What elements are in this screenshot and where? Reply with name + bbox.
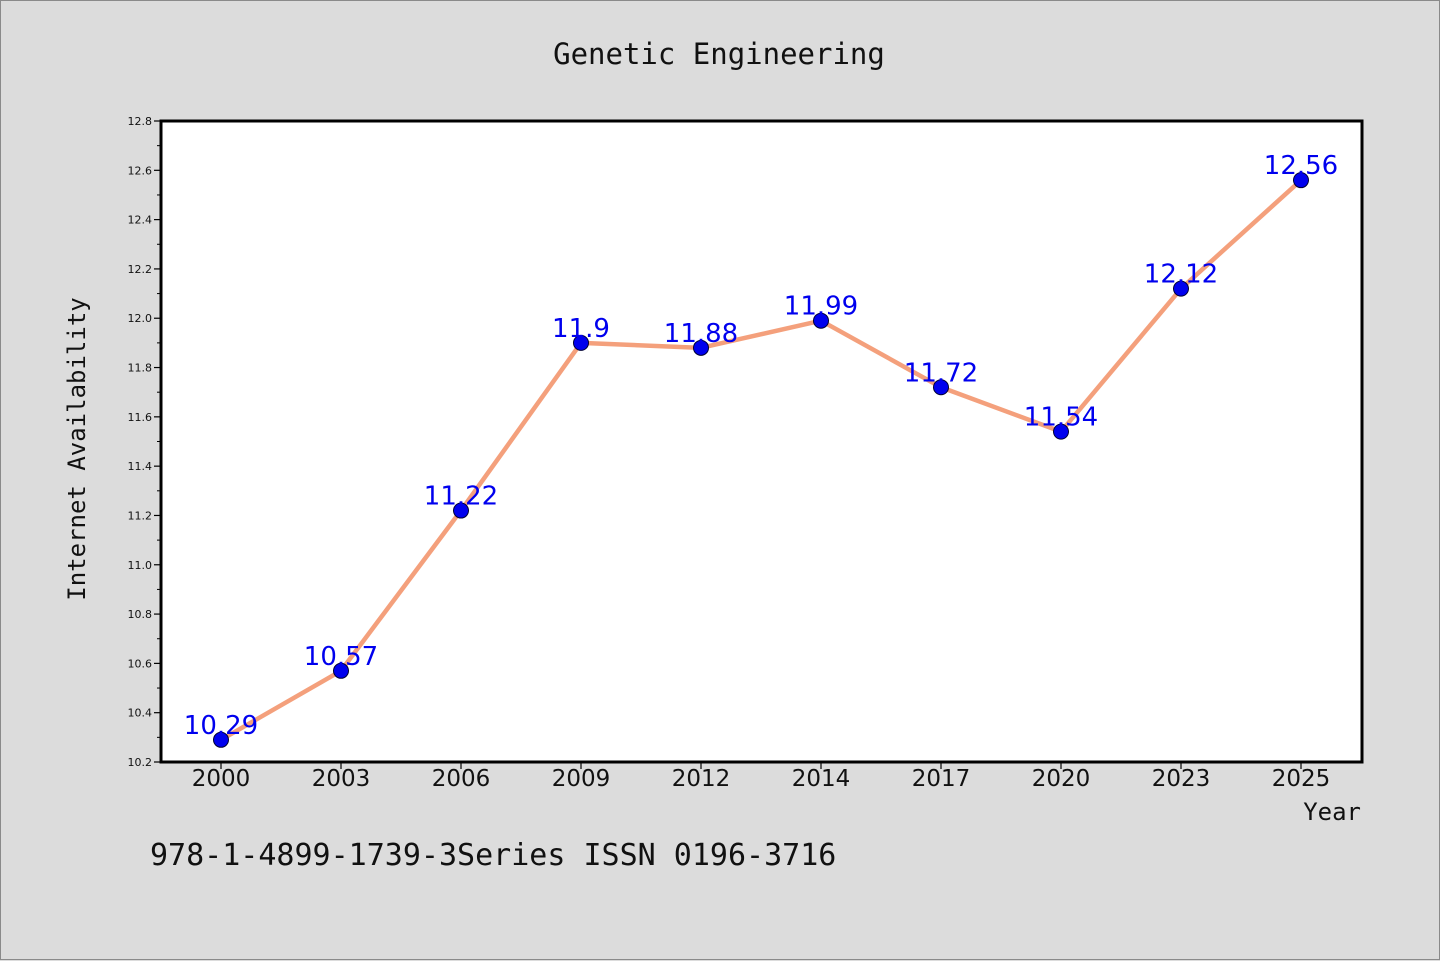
- x-tick-label: 2023: [1152, 766, 1211, 792]
- chart-title: Genetic Engineering: [553, 37, 885, 71]
- y-axis-label: Internet Availability: [63, 297, 91, 600]
- data-label: 11.99: [784, 292, 858, 322]
- data-point: [693, 339, 709, 356]
- data-point: [213, 731, 229, 748]
- x-tick-label: 2014: [792, 766, 851, 792]
- x-tick-label: 2012: [672, 766, 731, 792]
- data-label: 11.22: [424, 482, 498, 512]
- data-point: [1053, 423, 1069, 440]
- data-point: [813, 312, 829, 329]
- data-point: [1173, 280, 1189, 297]
- y-tick-label: 10.2: [128, 756, 153, 769]
- y-tick-label: 12.2: [128, 263, 153, 276]
- y-tick-label: 12.8: [128, 115, 153, 128]
- data-label: 11.88: [664, 319, 738, 349]
- x-tick-label: 2006: [432, 766, 491, 792]
- x-axis: 2000 2003 2006 2009 2012 2014 2017 2020 2023 2025: [192, 762, 1331, 792]
- data-point: [1293, 172, 1309, 189]
- y-tick-label: 11.4: [128, 460, 153, 473]
- series-line: [218, 177, 1304, 743]
- y-tick-label: 11.0: [128, 559, 153, 572]
- y-tick-label: 12.6: [128, 164, 153, 177]
- plot-area: [159, 119, 1364, 764]
- data-label: 12.12: [1144, 260, 1218, 290]
- x-tick-label: 2020: [1032, 766, 1091, 792]
- data-point: [573, 334, 589, 351]
- data-point: [333, 662, 349, 679]
- y-tick-label: 11.6: [128, 411, 153, 424]
- x-tick-label: 2000: [192, 766, 251, 792]
- y-tick-label: 12.4: [128, 214, 153, 227]
- x-tick-label: 2017: [912, 766, 971, 792]
- y-tick-label: 10.6: [128, 657, 153, 670]
- y-tick-label: 11.2: [128, 509, 153, 522]
- y-tick-label: 12.0: [128, 312, 153, 325]
- data-label: 11.72: [904, 358, 978, 388]
- data-label: 10.29: [184, 711, 258, 741]
- y-tick-label: 10.4: [128, 707, 153, 720]
- data-label: 10.57: [304, 642, 378, 672]
- data-point: [933, 379, 949, 396]
- x-tick-label: 2009: [552, 766, 611, 792]
- y-axis: 10.2 10.4 10.6 10.8 11.0 11.2 11.4 11.6 11.8 12.0…: [128, 115, 161, 769]
- y-tick-label: 10.8: [128, 608, 153, 621]
- data-point: [453, 502, 469, 519]
- data-label: 11.9: [552, 314, 610, 344]
- series: 10.29 10.57 11.22 11.9 11.88 11.99 11.72 11.54 1…: [184, 151, 1338, 748]
- data-label: 11.54: [1024, 403, 1098, 433]
- x-axis-label: Year: [1303, 798, 1361, 826]
- x-tick-label: 2025: [1272, 766, 1331, 792]
- footer-text: 978-1-4899-1739-3Series ISSN 0196-3716: [150, 838, 836, 873]
- y-tick-label: 11.8: [128, 362, 153, 375]
- data-label: 12.56: [1264, 151, 1338, 181]
- x-tick-label: 2003: [312, 766, 371, 792]
